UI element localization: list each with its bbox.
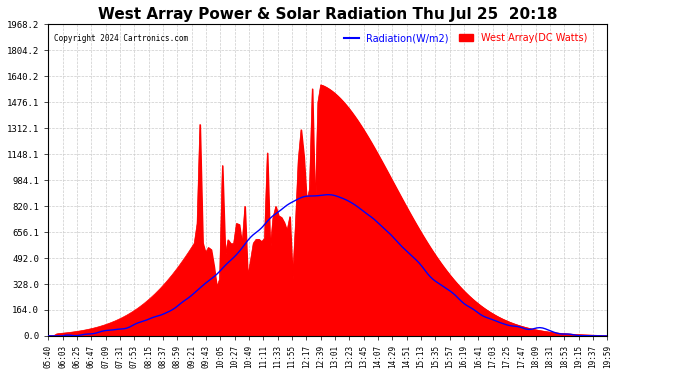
Legend: Radiation(W/m2), West Array(DC Watts): Radiation(W/m2), West Array(DC Watts) [340,29,591,47]
Text: Copyright 2024 Cartronics.com: Copyright 2024 Cartronics.com [54,34,188,43]
Title: West Array Power & Solar Radiation Thu Jul 25  20:18: West Array Power & Solar Radiation Thu J… [98,7,558,22]
